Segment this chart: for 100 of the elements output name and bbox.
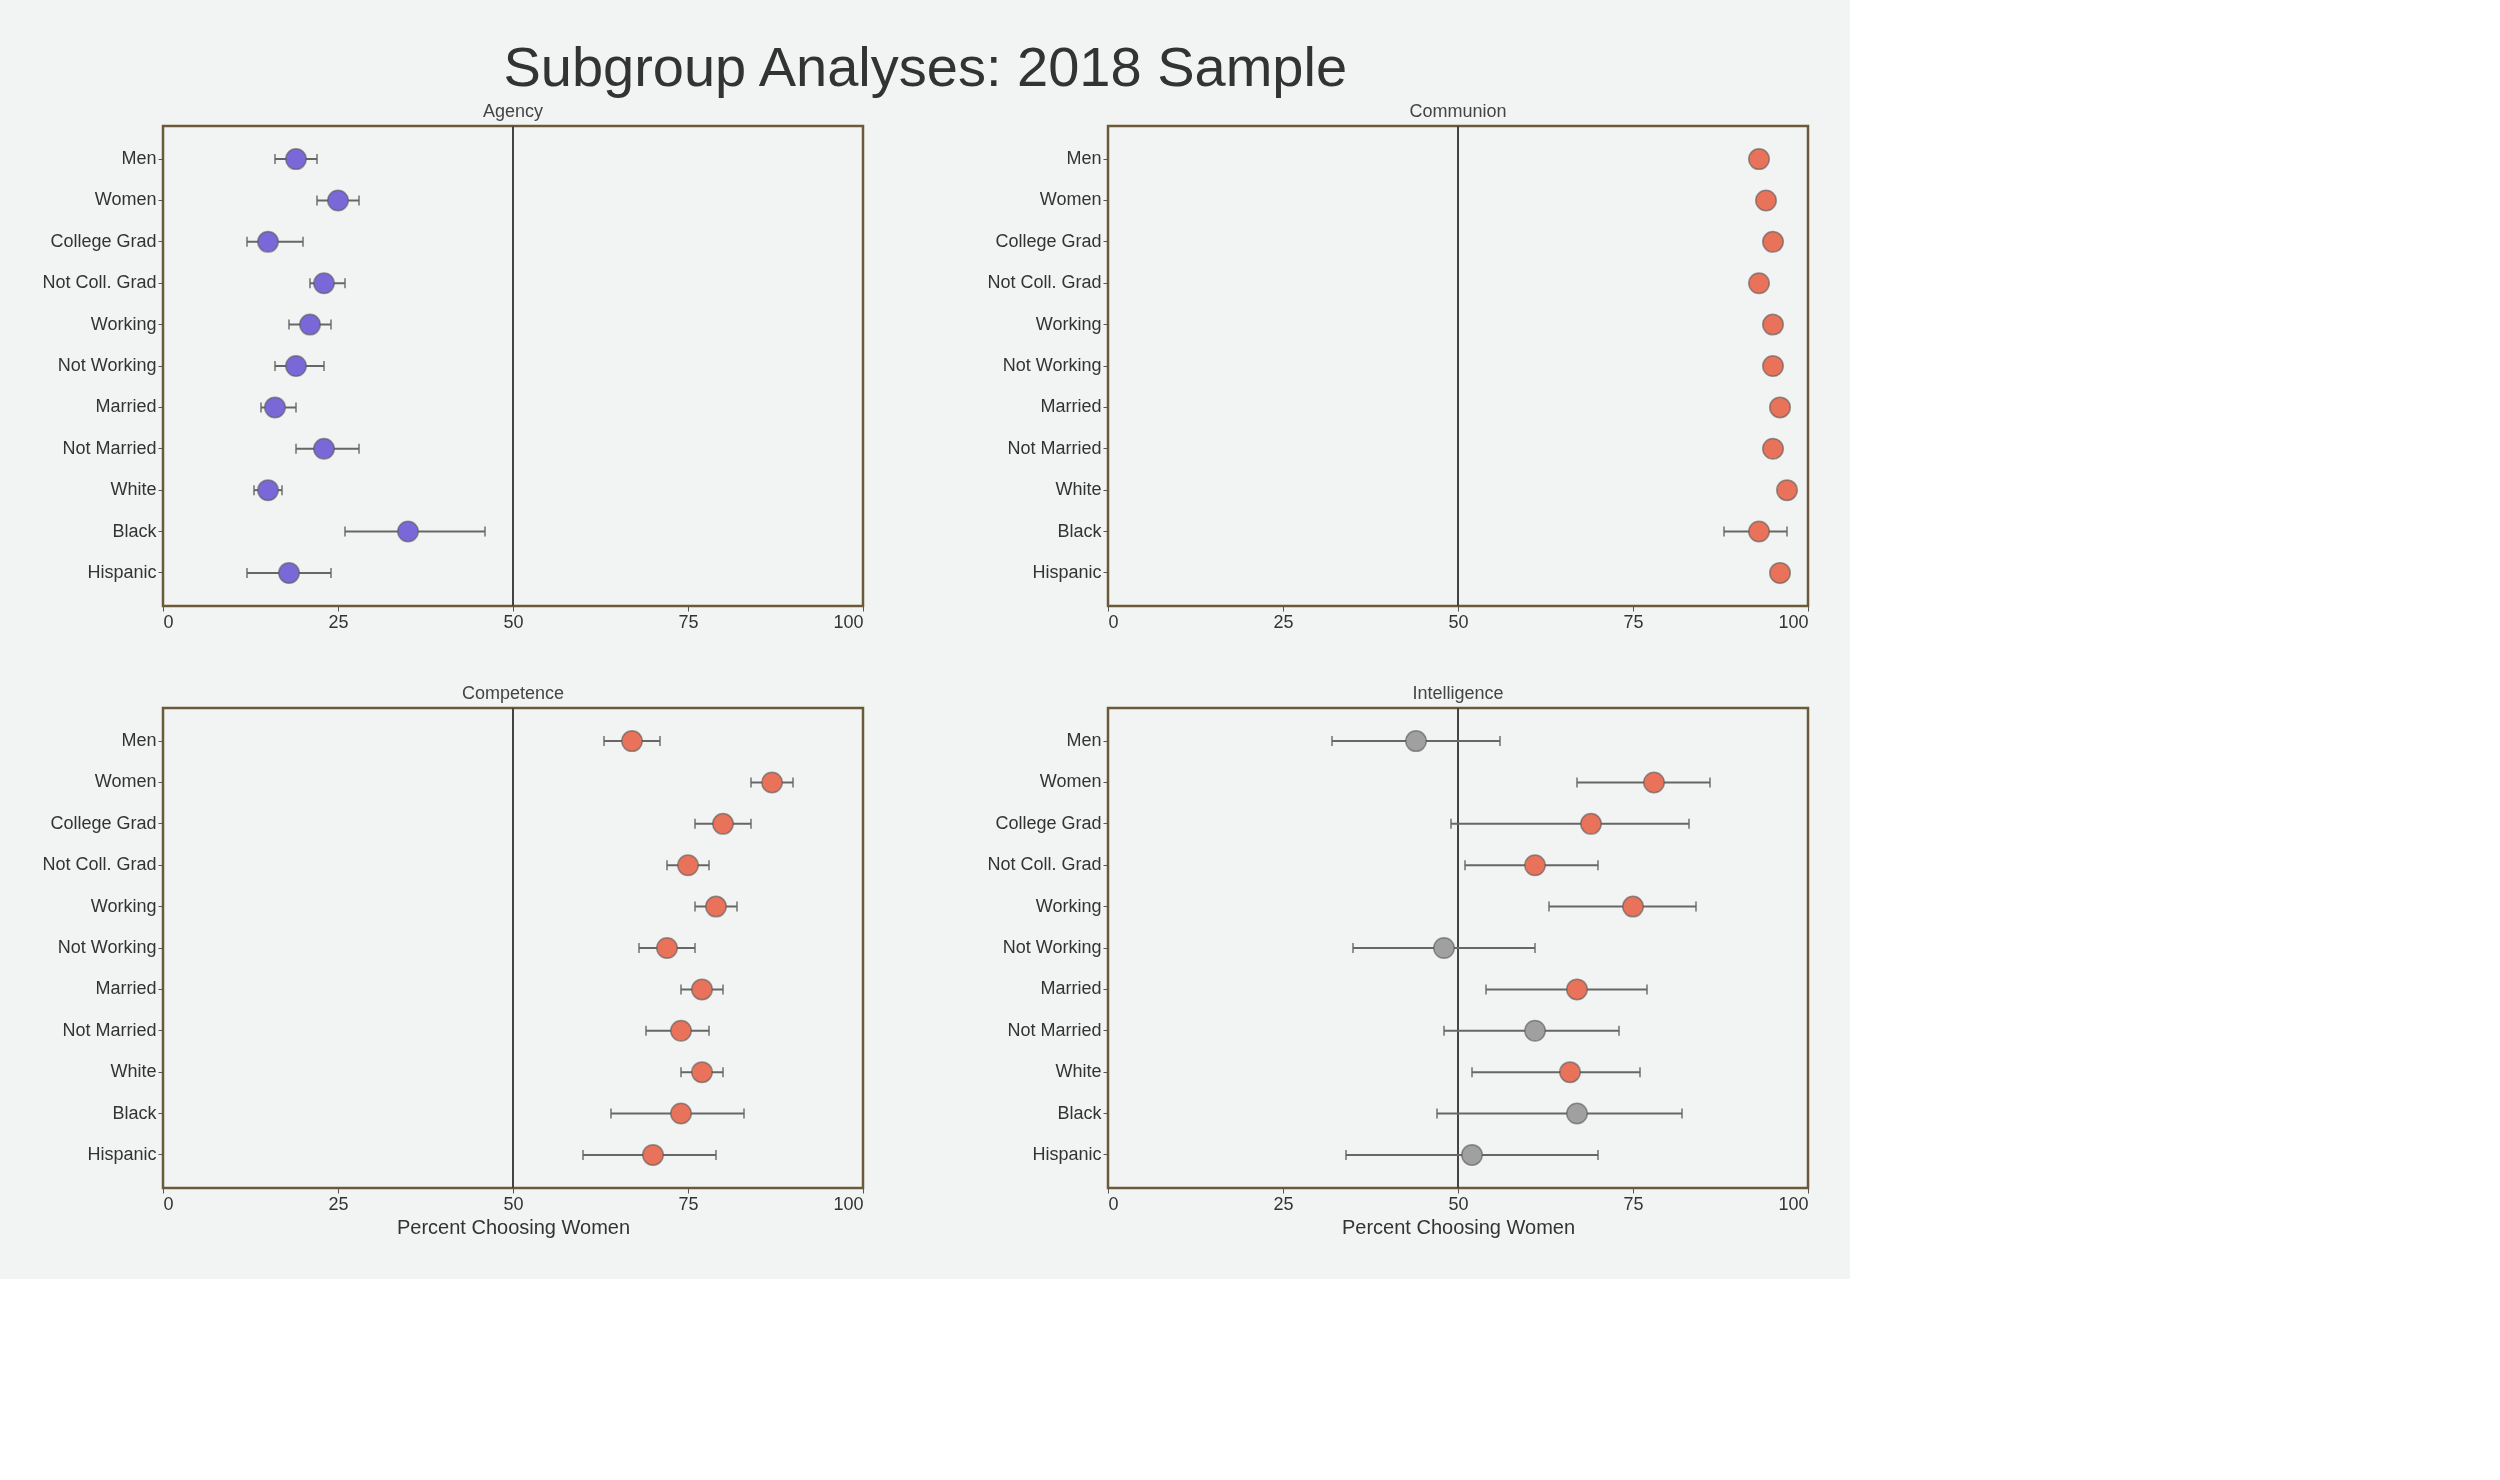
y-tick-label: Men — [121, 148, 157, 169]
y-tick-label: Women — [94, 771, 157, 792]
x-tick-label: 75 — [678, 611, 699, 632]
x-tick-label: 100 — [1778, 1193, 1809, 1214]
y-tick-label: Men — [121, 730, 157, 751]
point — [257, 230, 279, 253]
point — [1433, 937, 1455, 959]
point — [299, 313, 321, 336]
point — [327, 189, 349, 212]
x-tick-label: 0 — [163, 611, 174, 632]
y-tick-label: Women — [1039, 771, 1102, 792]
x-tick-label: 75 — [678, 1193, 699, 1214]
point — [278, 561, 300, 584]
x-tick-label: 50 — [503, 1193, 524, 1214]
y-tick-label: White — [110, 479, 157, 500]
y-tick-label: Working — [90, 895, 157, 916]
y-tick-label: White — [110, 1061, 157, 1082]
x-axis-title: Percent Choosing Women — [396, 1215, 631, 1238]
point — [1461, 1143, 1483, 1166]
x-tick-label: 75 — [1623, 611, 1644, 632]
y-tick-label: Hispanic — [87, 561, 157, 582]
point — [670, 1102, 692, 1125]
point — [656, 937, 678, 959]
y-tick-label: Men — [1066, 148, 1102, 169]
x-tick-label: 0 — [163, 1193, 174, 1214]
y-tick-label: Black — [112, 1102, 158, 1123]
x-tick-label: 25 — [1273, 611, 1294, 632]
y-tick-label: Not Married — [62, 1019, 157, 1040]
x-tick-label: 0 — [1108, 1193, 1119, 1214]
point — [285, 355, 307, 377]
point — [670, 1019, 692, 1042]
chart-title: Competence — [461, 683, 565, 703]
y-tick-label: Not Working — [1002, 355, 1102, 375]
y-tick-label: Working — [90, 313, 157, 334]
point — [397, 520, 419, 543]
y-tick-label: Not Married — [1007, 1019, 1102, 1040]
point — [1769, 396, 1791, 419]
y-tick-label: Hispanic — [1032, 1143, 1102, 1164]
point — [285, 148, 307, 171]
x-tick-label: 75 — [1623, 1193, 1644, 1214]
y-tick-label: Not Working — [57, 937, 157, 957]
y-tick-label: Not Coll. Grad — [42, 854, 157, 875]
y-tick-label: College Grad — [995, 812, 1102, 833]
y-tick-label: White — [1055, 1061, 1102, 1082]
point — [1762, 230, 1784, 253]
point — [264, 396, 286, 419]
x-tick-label: 100 — [833, 611, 864, 632]
y-tick-label: Married — [1040, 978, 1102, 999]
point — [691, 1061, 713, 1084]
x-tick-label: 25 — [328, 1193, 349, 1214]
point — [1762, 355, 1784, 377]
y-tick-label: Working — [1035, 895, 1102, 916]
y-tick-label: College Grad — [50, 812, 157, 833]
x-tick-label: 25 — [328, 611, 349, 632]
y-tick-label: Not Coll. Grad — [987, 272, 1102, 293]
y-tick-label: Not Coll. Grad — [42, 272, 157, 293]
point — [1566, 978, 1588, 1001]
point — [621, 730, 643, 753]
point — [1748, 272, 1770, 295]
y-tick-label: Not Married — [62, 437, 157, 458]
chart-title: Agency — [482, 101, 544, 121]
y-tick-label: White — [1055, 479, 1102, 500]
point — [313, 272, 335, 295]
chart-title: Communion — [1409, 101, 1507, 121]
text: Subgroup Analyses: 2018 Sample — [503, 34, 1348, 98]
y-tick-label: Black — [1057, 1102, 1103, 1123]
y-tick-label: Married — [95, 978, 157, 999]
x-tick-label: 100 — [1778, 611, 1809, 632]
point — [1580, 812, 1602, 835]
point — [1748, 520, 1770, 543]
y-tick-label: College Grad — [50, 230, 157, 251]
y-tick-label: Married — [1040, 396, 1102, 417]
point — [1622, 895, 1644, 918]
x-axis-title: Percent Choosing Women — [1341, 1215, 1576, 1238]
y-tick-label: College Grad — [995, 230, 1102, 251]
point — [257, 479, 279, 502]
point — [1762, 437, 1784, 460]
point — [313, 437, 335, 460]
point — [1559, 1061, 1581, 1084]
point — [691, 978, 713, 1001]
y-tick-label: Not Coll. Grad — [987, 854, 1102, 875]
point — [1643, 771, 1665, 794]
point — [705, 895, 727, 918]
point — [1524, 1019, 1546, 1042]
y-tick-label: Men — [1066, 730, 1102, 751]
x-tick-label: 100 — [833, 1193, 864, 1214]
point — [1524, 854, 1546, 877]
y-tick-label: Married — [95, 396, 157, 417]
point — [1776, 479, 1798, 502]
point — [1755, 189, 1777, 212]
y-tick-label: Women — [1039, 189, 1102, 210]
y-tick-label: Not Working — [1002, 937, 1102, 957]
point — [1405, 730, 1427, 753]
point — [1748, 148, 1770, 171]
y-tick-label: Hispanic — [87, 1143, 157, 1164]
x-tick-label: 50 — [1448, 1193, 1469, 1214]
y-tick-label: Black — [1057, 520, 1103, 541]
chart-title: Intelligence — [1412, 683, 1504, 703]
x-tick-label: 50 — [1448, 611, 1469, 632]
y-tick-label: Not Working — [57, 355, 157, 375]
